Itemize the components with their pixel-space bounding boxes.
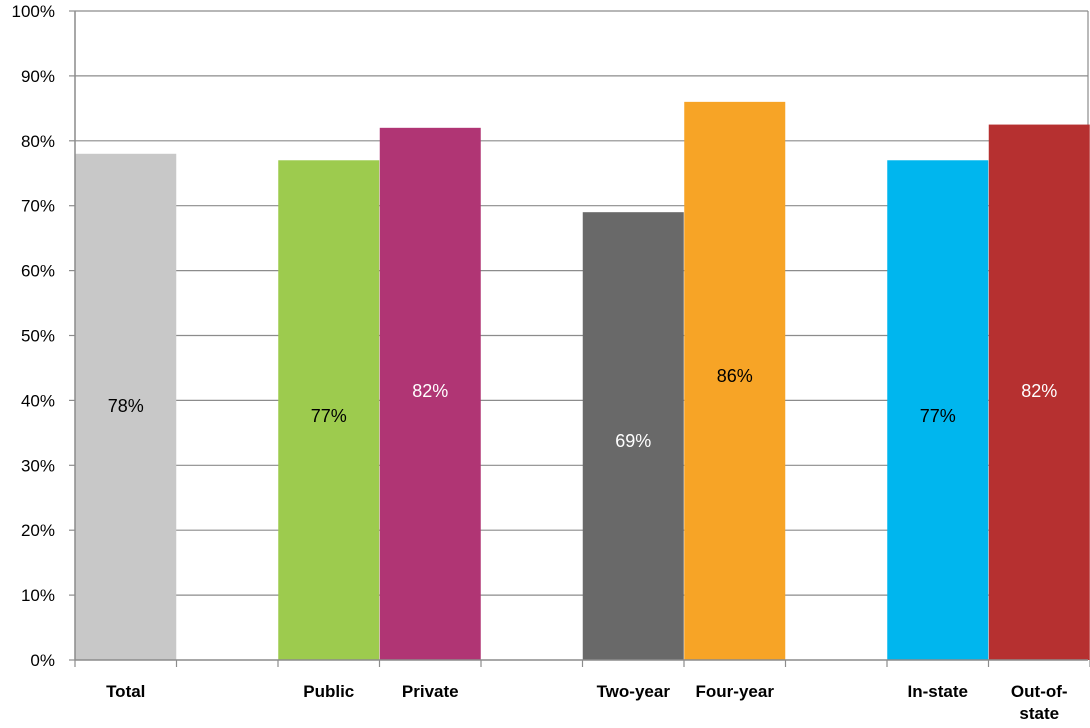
y-tick-label: 50%	[21, 327, 55, 346]
data-labels: 78% 77% 82% 69% 86% 77% 82%	[108, 366, 1058, 451]
y-tick-label: 60%	[21, 262, 55, 281]
axes	[69, 10, 1090, 667]
y-tick-label: 80%	[21, 132, 55, 151]
x-category-label: Four-year	[696, 682, 775, 701]
y-tick-label: 10%	[21, 586, 55, 605]
bar-out-of-state	[988, 124, 1090, 660]
bar-in-state	[887, 160, 989, 660]
x-category-label: Private	[402, 682, 459, 701]
data-label: 77%	[311, 406, 347, 426]
y-tick-label: 40%	[21, 391, 55, 410]
data-label: 69%	[615, 431, 651, 451]
gridlines	[75, 10, 1089, 660]
x-category-label: state	[1019, 704, 1059, 723]
x-axis-category-labels: Total Public Private Two-year Four-year In-st…	[106, 682, 1068, 723]
y-tick-label: 0%	[30, 651, 55, 670]
bar-two-year	[582, 212, 684, 660]
y-tick-label: 100%	[12, 2, 55, 21]
y-tick-label: 90%	[21, 67, 55, 86]
data-label: 86%	[717, 366, 753, 386]
bar-four-year	[684, 101, 786, 661]
bar-private	[379, 127, 481, 660]
y-tick-label: 70%	[21, 197, 55, 216]
y-axis-tick-labels: 0% 10% 20% 30% 40% 50% 60% 70% 80% 90% 100%	[12, 2, 55, 670]
x-category-label: Total	[106, 682, 145, 701]
data-label: 78%	[108, 396, 144, 416]
x-category-label: Public	[303, 682, 354, 701]
data-label: 82%	[1021, 381, 1057, 401]
x-category-label: In-state	[908, 682, 968, 701]
data-label: 82%	[412, 381, 448, 401]
y-tick-label: 30%	[21, 456, 55, 475]
y-tick-label: 20%	[21, 521, 55, 540]
x-category-label: Out-of-	[1011, 682, 1068, 701]
x-category-label: Two-year	[597, 682, 671, 701]
bar-public	[278, 160, 380, 660]
bar-total	[75, 153, 177, 660]
data-label: 77%	[920, 406, 956, 426]
bars	[75, 101, 1090, 661]
